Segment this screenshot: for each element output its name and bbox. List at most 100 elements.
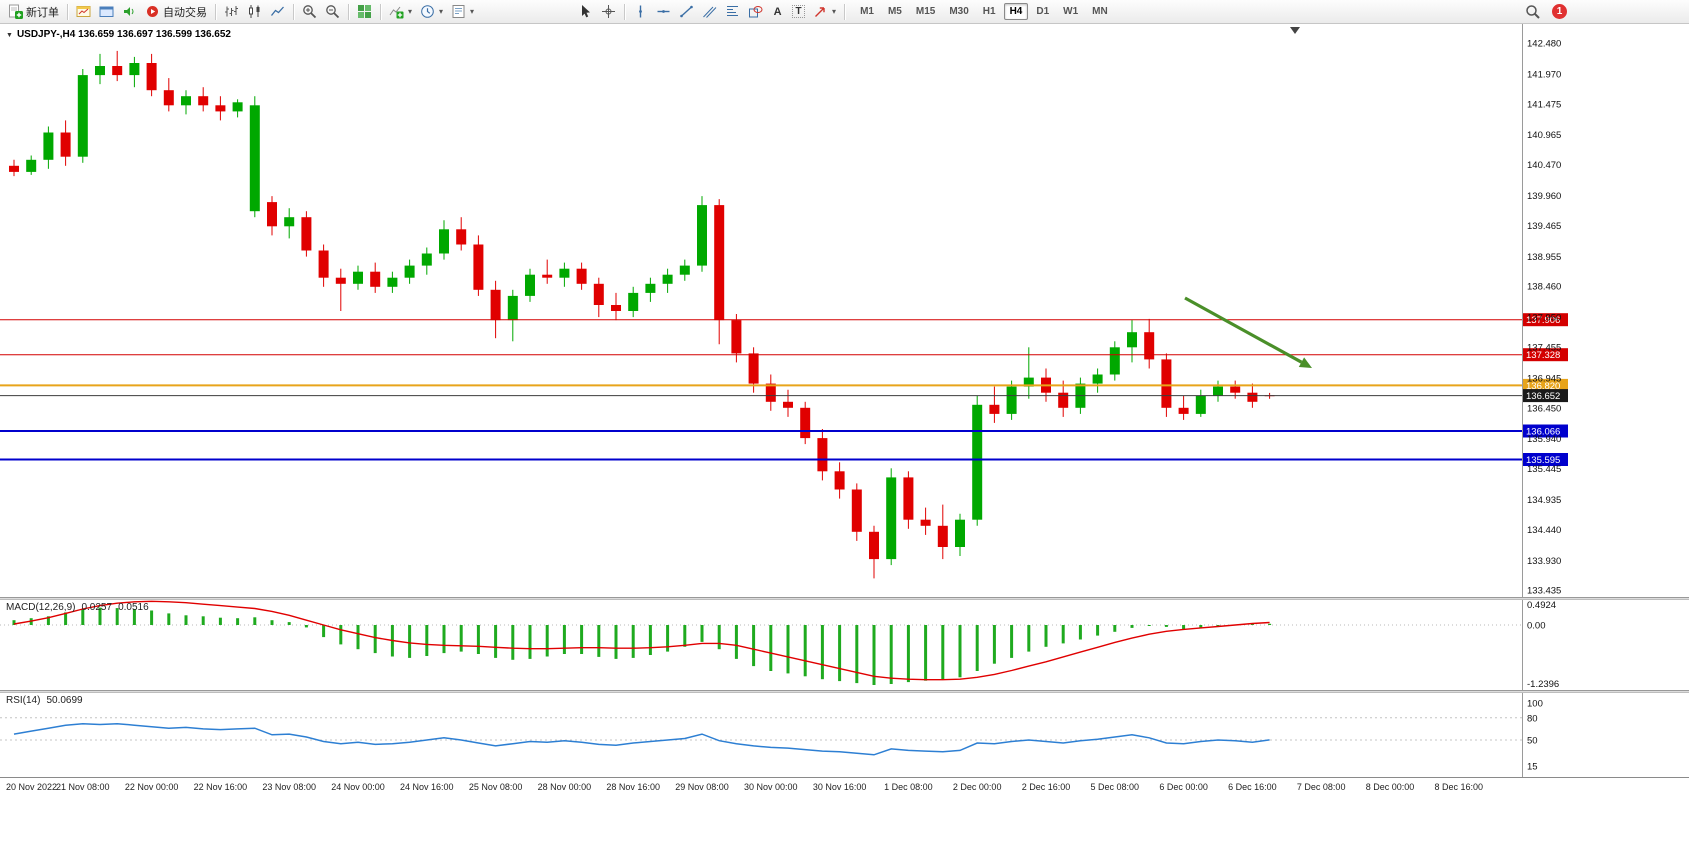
zoom-in-button[interactable] <box>298 2 321 22</box>
rsi-name: RSI(14) <box>6 695 41 706</box>
crosshair-button[interactable] <box>597 2 620 22</box>
horizontal-line[interactable]: 135.595 <box>0 453 1568 466</box>
horizontal-line[interactable]: 137.328 <box>0 348 1568 362</box>
trendline-button[interactable] <box>675 2 698 22</box>
macd-value-main: 0.0257 <box>81 602 113 613</box>
time-axis-label: 28 Nov 00:00 <box>537 782 592 792</box>
chart-shift-marker[interactable] <box>1290 27 1300 34</box>
charts-button[interactable] <box>72 2 95 22</box>
tf-button-m1[interactable]: M1 <box>854 3 880 20</box>
rsi-panel[interactable]: RSI(14) 50.0699 100 80 50 15 <box>0 693 1689 777</box>
time-axis-label: 8 Dec 16:00 <box>1434 782 1484 792</box>
horizontal-line[interactable]: 136.820 <box>0 378 1568 392</box>
tf-button-m15[interactable]: M15 <box>910 3 941 20</box>
tf-button-m5[interactable]: M5 <box>882 3 908 20</box>
profiles-button[interactable] <box>95 2 118 22</box>
svg-text:135.445: 135.445 <box>1527 464 1561 475</box>
candles <box>9 50 1275 579</box>
macd-axis-labels[interactable]: 0.4924 0.00 -1.2396 <box>1527 600 1559 690</box>
time-axis-label: 8 Dec 00:00 <box>1365 782 1415 792</box>
tile-windows-icon <box>357 4 372 19</box>
channel-button[interactable] <box>698 2 721 22</box>
time-axis-label: 7 Dec 08:00 <box>1296 782 1346 792</box>
candlestick-chart-button[interactable] <box>243 2 266 22</box>
tile-windows-button[interactable] <box>353 2 376 22</box>
zoom-out-button[interactable] <box>321 2 344 22</box>
shapes-button[interactable] <box>744 2 767 22</box>
toolbar-separator <box>348 3 349 20</box>
tf-button-w1[interactable]: W1 <box>1057 3 1084 20</box>
macd-chart-canvas[interactable]: 0.4924 0.00 -1.2396 <box>0 600 1689 690</box>
macd-label: MACD(12,26,9) 0.0257 0.0516 <box>6 602 149 613</box>
toolbar-separator <box>380 3 381 20</box>
tf-button-mn[interactable]: MN <box>1086 3 1114 20</box>
price-panel[interactable]: USDJPY-,H4 136.659 136.697 136.599 136.6… <box>0 24 1689 597</box>
quote-line: USDJPY-,H4 136.659 136.697 136.599 136.6… <box>16 29 231 40</box>
svg-text:135.940: 135.940 <box>1527 434 1561 445</box>
svg-text:142.480: 142.480 <box>1527 39 1561 50</box>
horizontal-line[interactable]: 136.652 <box>0 389 1568 403</box>
svg-text:100: 100 <box>1527 699 1543 710</box>
line-chart-button[interactable] <box>266 2 289 22</box>
new-order-button[interactable]: 新订单 <box>4 2 63 22</box>
toolbar-right-group: 1 <box>1521 2 1567 22</box>
time-axis-label: 30 Nov 16:00 <box>812 782 867 792</box>
vertical-line-button[interactable] <box>629 2 652 22</box>
panel-splitter[interactable] <box>0 597 1689 600</box>
horizontal-line-button[interactable] <box>652 2 675 22</box>
trend-arrow-annotation[interactable] <box>1184 296 1312 368</box>
templates-icon <box>451 4 466 19</box>
tf-button-h1[interactable]: H1 <box>977 3 1002 20</box>
rsi-chart-canvas[interactable]: 100 80 50 15 <box>0 693 1689 777</box>
macd-panel[interactable]: MACD(12,26,9) 0.0257 0.0516 0.4924 0.00 -1… <box>0 600 1689 690</box>
rsi-label: RSI(14) 50.0699 <box>6 695 83 706</box>
cursor-button[interactable] <box>574 2 597 22</box>
rsi-axis-labels[interactable]: 100 80 50 15 <box>1527 699 1543 773</box>
bar-chart-button[interactable] <box>220 2 243 22</box>
new-order-icon <box>8 4 23 19</box>
time-axis[interactable]: 20 Nov 2022 21 Nov 08:00 22 Nov 00:00 22 No… <box>0 777 1689 861</box>
price-axis-labels[interactable]: 142.480 141.970 141.475 140.965 140.470 139.9… <box>1527 39 1561 597</box>
indicators-button[interactable] <box>385 2 416 22</box>
alerts-button[interactable] <box>118 2 141 22</box>
price-chart-canvas[interactable]: 137.906 137.328 136.820 136.652 136.066 135.5… <box>0 24 1689 597</box>
svg-text:136.652: 136.652 <box>1526 391 1560 402</box>
templates-button[interactable] <box>447 2 478 22</box>
time-axis-label: 22 Nov 16:00 <box>193 782 248 792</box>
arrows-icon <box>813 4 828 19</box>
horizontal-line-icon <box>656 4 671 19</box>
time-axis-label: 25 Nov 08:00 <box>468 782 523 792</box>
autotrading-label: 自动交易 <box>163 6 207 19</box>
tf-button-h4[interactable]: H4 <box>1003 3 1029 20</box>
panel-splitter[interactable] <box>0 690 1689 693</box>
svg-text:0.00: 0.00 <box>1527 621 1546 632</box>
rsi-value: 50.0699 <box>46 695 83 706</box>
horizontal-line[interactable]: 136.066 <box>0 424 1568 438</box>
svg-text:0.4924: 0.4924 <box>1527 600 1556 611</box>
bar-chart-icon <box>224 4 239 19</box>
notification-badge[interactable]: 1 <box>1552 4 1567 19</box>
svg-text:136.066: 136.066 <box>1526 427 1560 438</box>
search-button[interactable] <box>1521 2 1544 22</box>
text-label-button[interactable]: T <box>788 2 809 22</box>
svg-text:-1.2396: -1.2396 <box>1527 679 1559 690</box>
chart-quote-header: USDJPY-,H4 136.659 136.697 136.599 136.6… <box>6 29 231 40</box>
tf-button-d1[interactable]: D1 <box>1030 3 1055 20</box>
horizontal-line[interactable]: 137.906 <box>0 313 1568 327</box>
svg-text:136.450: 136.450 <box>1527 403 1561 414</box>
text-button[interactable]: A <box>767 2 788 22</box>
svg-text:136.945: 136.945 <box>1527 373 1561 384</box>
tf-button-m30[interactable]: M30 <box>943 3 974 20</box>
text-icon: A <box>773 5 782 18</box>
zoom-in-icon <box>302 4 317 19</box>
autotrading-button[interactable]: 自动交易 <box>141 2 211 22</box>
arrows-button[interactable] <box>809 2 840 22</box>
price-tag <box>1523 424 1568 438</box>
symbol-dropdown-icon[interactable] <box>6 29 13 40</box>
line-chart-icon <box>270 4 285 19</box>
time-axis-label: 20 Nov 2022 <box>6 782 58 792</box>
svg-text:137.328: 137.328 <box>1526 350 1560 361</box>
toolbar-separator <box>215 3 216 20</box>
periods-button[interactable] <box>416 2 447 22</box>
fibonacci-button[interactable] <box>721 2 744 22</box>
